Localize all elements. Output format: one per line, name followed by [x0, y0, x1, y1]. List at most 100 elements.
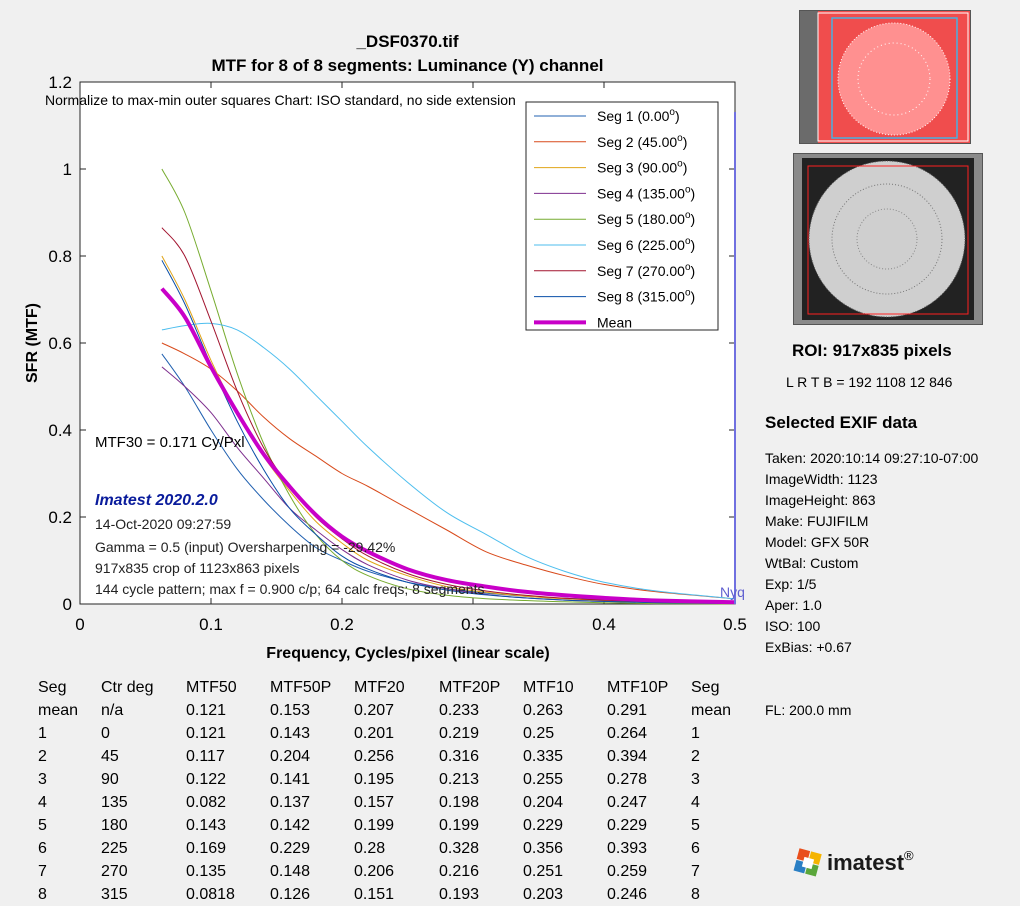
table-header-cell: Seg [691, 678, 720, 696]
table-cell: 8 [38, 885, 47, 903]
x-axis-label: Frequency, Cycles/pixel (linear scale) [266, 645, 549, 662]
imatest-logo: imatest ® [793, 848, 914, 878]
exif-line: ExBias: +0.67 [765, 639, 852, 655]
table-cell: 0.291 [607, 701, 648, 719]
table-cell: 0.335 [523, 747, 564, 765]
table-cell: 45 [101, 747, 119, 765]
table-cell: 0.213 [439, 770, 480, 788]
normalize-note: Normalize to max-min outer squares Chart… [45, 92, 516, 108]
table-cell: 0.204 [270, 747, 311, 765]
series-line-seg-7 [161, 227, 736, 604]
table-cell: 6 [691, 839, 700, 857]
exif-line: ISO: 100 [765, 618, 821, 634]
legend-entry: Seg 4 (135.00o) [597, 184, 695, 201]
exif-line: ImageHeight: 863 [765, 492, 876, 508]
pattern-note: 144 cycle pattern; max f = 0.900 c/p; 64… [95, 581, 484, 597]
series-line-seg-6 [161, 322, 736, 600]
table-cell: 7 [38, 862, 47, 880]
software-version: Imatest 2020.2.0 [95, 492, 218, 509]
table-cell: 90 [101, 770, 119, 788]
table-cell: 180 [101, 816, 128, 834]
x-tick-label: 0 [75, 615, 84, 634]
table-cell: 0.143 [186, 816, 227, 834]
y-tick-label: 0.4 [48, 421, 72, 440]
x-tick-label: 0.3 [461, 615, 485, 634]
series-line-seg-2 [161, 342, 736, 600]
table-cell: 135 [101, 793, 128, 811]
table-cell: 3 [38, 770, 47, 788]
table-cell: 1 [691, 724, 700, 742]
table-cell: 1 [38, 724, 47, 742]
table-cell: 0.256 [354, 747, 395, 765]
series-lines [160, 168, 736, 605]
table-header-cell: Seg [38, 678, 67, 696]
table-cell: 0.394 [607, 747, 648, 765]
table-row: 3 90 0.122 0.141 0.195 0.213 0.255 0.278 3 [38, 768, 741, 791]
imatest-logo-icon [793, 848, 822, 877]
mtf-table: Seg Ctr deg MTF50 MTF50P MTF20 MTF20P MTF10 MTF… [38, 676, 741, 906]
table-cell: 0.393 [607, 839, 648, 857]
table-cell: 0.263 [523, 701, 564, 719]
table-header-cell: MTF20P [439, 678, 501, 696]
table-cell: 2 [691, 747, 700, 765]
table-header-cell: MTF50P [270, 678, 332, 696]
crop-note: 917x835 crop of 1123x863 pixels [95, 560, 299, 576]
y-tick-label: 1 [63, 160, 72, 179]
table-cell: 0.201 [354, 724, 395, 742]
table-cell: 0.121 [186, 701, 227, 719]
table-cell: 0.255 [523, 770, 564, 788]
roi-coords: L R T B = 192 1108 12 846 [786, 374, 953, 390]
exif-line: Aper: 1.0 [765, 597, 822, 613]
legend-box [525, 101, 719, 331]
y-tick-label: 0.6 [48, 334, 72, 353]
exif-line: Make: FUJIFILM [765, 513, 869, 529]
chart-title: MTF for 8 of 8 segments: Luminance (Y) c… [211, 56, 604, 75]
table-cell: 0.316 [439, 747, 480, 765]
table-cell: 0.216 [439, 862, 480, 880]
table-cell: 0.082 [186, 793, 227, 811]
exif-title: Selected EXIF data [765, 413, 918, 432]
table-cell: 3 [691, 770, 700, 788]
y-tick-label: 0 [63, 595, 72, 614]
table-cell: 0.169 [186, 839, 227, 857]
table-cell: 0.153 [270, 701, 311, 719]
table-cell: 0.207 [354, 701, 395, 719]
y-axis-label: SFR (MTF) [24, 303, 41, 383]
exif-line: ImageWidth: 1123 [765, 471, 878, 487]
table-cell: 0.142 [270, 816, 311, 834]
x-tick-label: 0.1 [199, 615, 223, 634]
x-axis: 0 0.1 0.2 0.3 0.4 0.5 [75, 82, 747, 634]
table-header-row: Seg Ctr deg MTF50 MTF50P MTF20 MTF20P MTF10 MTF… [38, 676, 741, 699]
legend: Seg 1 (0.00o) Seg 2 (45.00o) Seg 3 (90.00o… [525, 101, 719, 331]
legend-entry: Seg 2 (45.00o) [597, 133, 687, 150]
table-cell: 4 [38, 793, 47, 811]
table-header-cell: MTF50 [186, 678, 237, 696]
exif-list: Taken: 2020:10:14 09:27:10-07:00 ImageWid… [765, 448, 978, 658]
x-tick-label: 0.4 [592, 615, 616, 634]
table-row: 8 315 0.0818 0.126 0.151 0.193 0.203 0.246 8 [38, 883, 741, 906]
table-cell: 0.233 [439, 701, 480, 719]
legend-entry: Seg 1 (0.00o) [597, 107, 680, 124]
table-cell: 0.198 [439, 793, 480, 811]
table-cell: 315 [101, 885, 128, 903]
table-cell: 0.151 [354, 885, 395, 903]
table-row: 1 0 0.121 0.143 0.201 0.219 0.25 0.264 1 [38, 722, 741, 745]
run-date: 14-Oct-2020 09:27:59 [95, 516, 231, 532]
chart-thumbnail [793, 153, 983, 325]
roi-title: ROI: 917x835 pixels [792, 341, 952, 360]
table-cell: mean [691, 701, 732, 719]
table-row: 7 270 0.135 0.148 0.206 0.216 0.251 0.259 7 [38, 860, 741, 883]
legend-entry: Seg 8 (315.00o) [597, 288, 695, 305]
table-cell: 0.246 [607, 885, 648, 903]
table-cell: 0.137 [270, 793, 311, 811]
table-cell: 0.199 [439, 816, 480, 834]
table-cell: 0.328 [439, 839, 480, 857]
series-line-seg-8 [161, 260, 736, 605]
table-row: 4 135 0.082 0.137 0.157 0.198 0.204 0.247 4 [38, 791, 741, 814]
legend-entry: Seg 3 (90.00o) [597, 159, 687, 176]
table-cell: 0.229 [607, 816, 648, 834]
table-cell: 0.126 [270, 885, 311, 903]
table-cell: 5 [691, 816, 700, 834]
table-cell: mean [38, 701, 79, 719]
table-cell: 0.135 [186, 862, 227, 880]
